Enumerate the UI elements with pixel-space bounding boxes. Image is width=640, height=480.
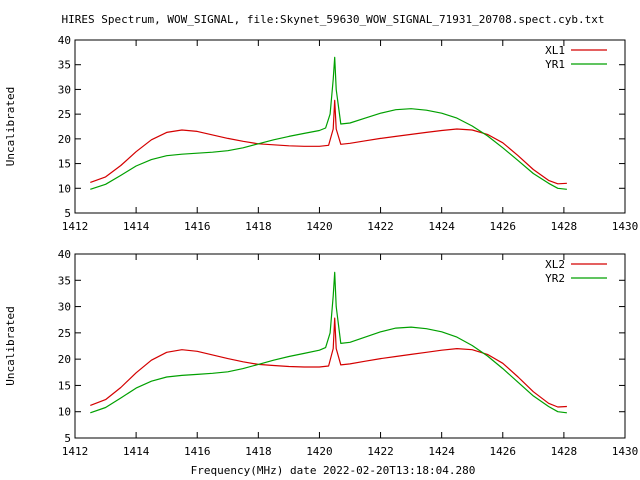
x-tick-label: 1430 [612,220,639,233]
y-tick-label: 20 [58,133,71,146]
legend-label: YR2 [545,272,565,285]
y-tick-label: 30 [58,301,71,314]
x-tick-label: 1428 [551,220,578,233]
series-line-yr1 [90,56,567,190]
y-tick-label: 15 [58,158,71,171]
y-tick-label: 5 [64,432,71,445]
x-axis-label: Frequency(MHz) date 2022-02-20T13:18:04.… [191,464,476,477]
chart-panel-1: 1412 1414 1416 1418 1420 1422 1424 1426 1428 1430… [4,34,638,233]
x-tick-label: 1422 [367,220,394,233]
legend-label: XL2 [545,258,565,271]
legend-label: XL1 [545,44,565,57]
x-tick-label: 1426 [490,445,517,458]
chart-panel-2: 1412 1414 1416 1418 1420 1422 1424 1426 1428 1430… [4,248,638,458]
y-tick-label: 25 [58,108,71,121]
y-tick-label: 40 [58,248,71,261]
x-tick-label: 1416 [184,445,211,458]
chart-panels: 1412 1414 1416 1418 1420 1422 1424 1426 1428 1430… [4,34,638,458]
x-tick-label: 1430 [612,445,639,458]
x-tick-label: 1426 [490,220,517,233]
plot-frame [74,39,626,214]
x-tick-label: 1414 [123,445,150,458]
x-tick-label: 1412 [62,220,89,233]
y-tick-label: 40 [58,34,71,47]
figure-title: HIRES Spectrum, WOW_SIGNAL, file:Skynet_… [61,13,604,26]
y-tick-label: 15 [58,379,71,392]
y-tick-label: 20 [58,353,71,366]
y-tick-label: 30 [58,83,71,96]
x-tick-label: 1428 [551,445,578,458]
x-tick-label: 1424 [428,445,455,458]
x-tick-label: 1420 [306,445,333,458]
x-tick-label: 1412 [62,445,89,458]
y-tick-label: 35 [58,274,71,287]
x-tick-label: 1422 [367,445,394,458]
y-tick-label: 10 [58,406,71,419]
y-axis-label: Uncalibrated [4,87,17,166]
y-tick-label: 35 [58,59,71,72]
series-line-yr2 [90,271,567,414]
x-tick-label: 1414 [123,220,150,233]
x-tick-label: 1416 [184,220,211,233]
y-tick-label: 25 [58,327,71,340]
x-tick-label: 1418 [245,445,272,458]
x-tick-label: 1418 [245,220,272,233]
x-tick-label: 1424 [428,220,455,233]
series-line-xl1 [90,99,567,185]
y-tick-label: 5 [64,207,71,220]
x-tick-label: 1420 [306,220,333,233]
plot-frame [74,253,626,439]
y-tick-label: 10 [58,182,71,195]
series-line-xl2 [90,317,567,408]
y-axis-label: Uncalibrated [4,306,17,385]
legend-label: YR1 [545,58,565,71]
